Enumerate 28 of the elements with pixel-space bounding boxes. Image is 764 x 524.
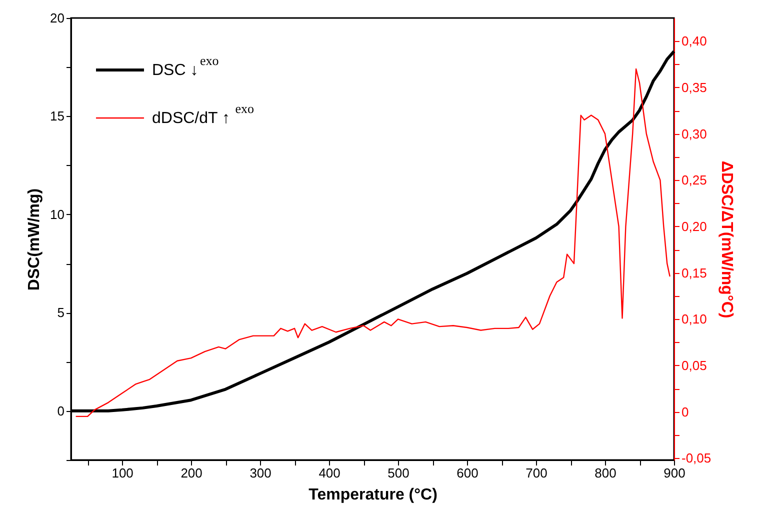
x-tick-label: 200 bbox=[180, 466, 202, 480]
y2-tick-label: 0,05 bbox=[682, 358, 707, 373]
x-axis-title: Temperature (°C) bbox=[308, 486, 438, 504]
y-tick-label: 5 bbox=[57, 305, 64, 320]
x-tick-label: 800 bbox=[594, 466, 616, 480]
y-tick-label: 0 bbox=[57, 403, 64, 418]
y-axis-title: DSC(mW/mg) bbox=[26, 188, 44, 291]
y-tick-label: 15 bbox=[50, 108, 64, 124]
y2-tick-label: -0,05 bbox=[682, 450, 712, 466]
y-tick-label: 20 bbox=[50, 10, 64, 26]
legend-label: dDSC/dT ↑exo bbox=[152, 101, 254, 127]
y2-tick-label: 0,30 bbox=[682, 126, 707, 142]
y2-tick-label: 0,35 bbox=[682, 80, 707, 95]
y2-tick-label: 0,10 bbox=[682, 312, 707, 327]
x-tick-label: 900 bbox=[664, 466, 686, 480]
y2-axis-title: ΔDSC/ΔT(mW/mg°C) bbox=[718, 160, 736, 318]
x-tick-label: 300 bbox=[250, 466, 272, 480]
x-tick-label: 400 bbox=[318, 466, 340, 480]
x-tick-label: 500 bbox=[388, 466, 410, 480]
y2-tick-label: 0,15 bbox=[682, 265, 707, 280]
y2-tick-label: 0,40 bbox=[682, 34, 707, 49]
x-tick-label: 100 bbox=[112, 466, 134, 480]
x-tick-label: 700 bbox=[526, 466, 548, 480]
y2-tick-label: 0,25 bbox=[682, 172, 707, 188]
x-tick-label: 600 bbox=[456, 466, 478, 480]
y2-tick-label: 0 bbox=[682, 404, 689, 420]
y2-tick-label: 0,20 bbox=[682, 218, 707, 234]
y-tick-label: 10 bbox=[50, 206, 64, 222]
